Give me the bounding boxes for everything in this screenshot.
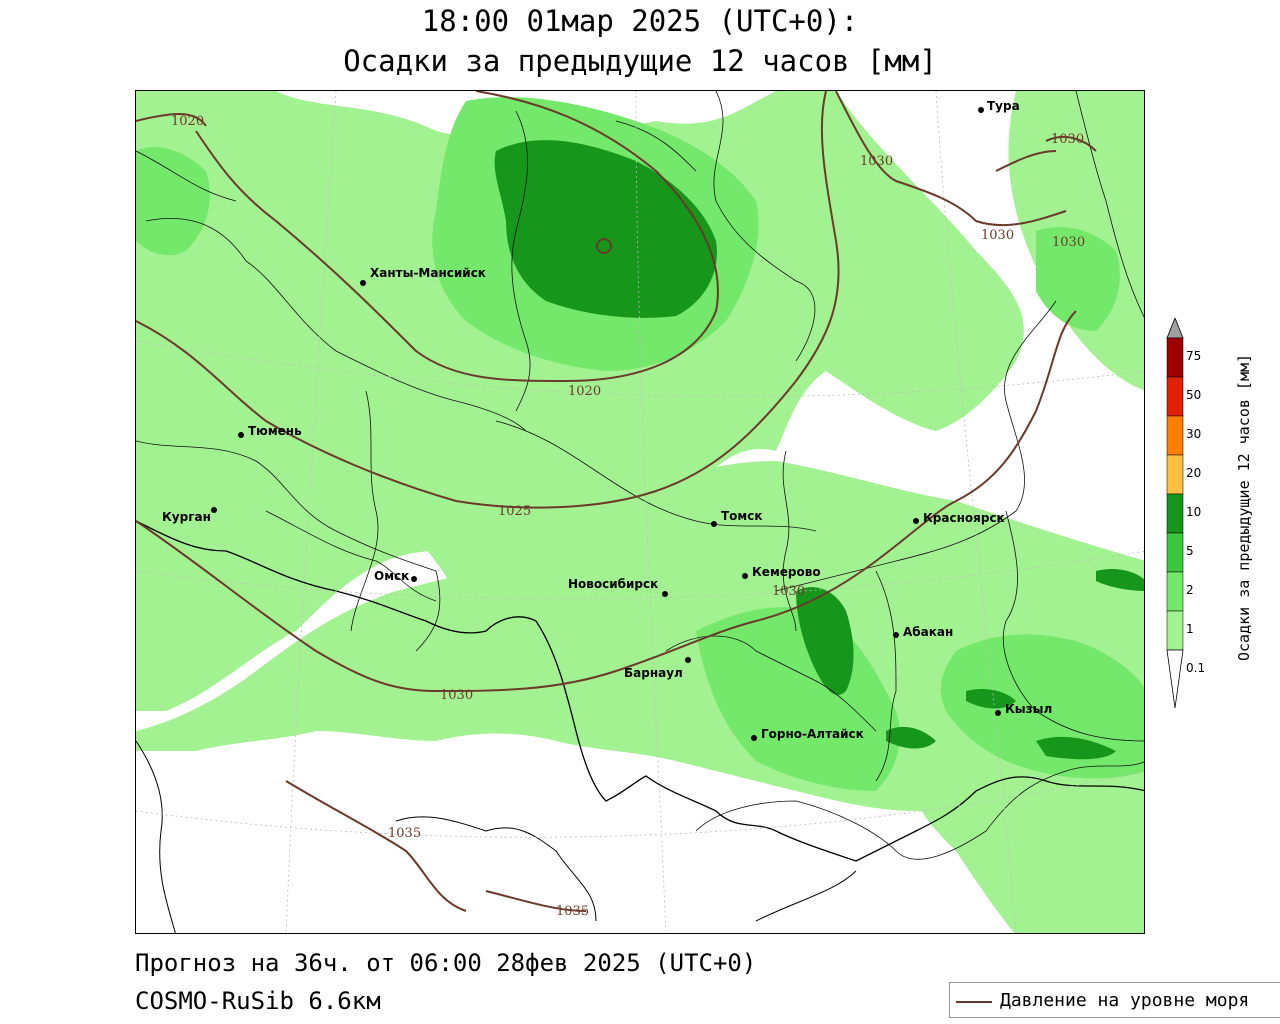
isobar-label: 1030	[860, 154, 893, 169]
colorbar-bin-2-5	[1166, 532, 1184, 573]
colorbar-bin-5-10	[1166, 493, 1184, 534]
city-kemerovo: Кемерово	[742, 565, 821, 579]
colorbar-level-20: 20	[1186, 466, 1202, 480]
isobar-closed-loop	[596, 238, 612, 254]
colorbar-bin-10-20	[1166, 454, 1184, 495]
city-label: Тура	[987, 99, 1020, 113]
colorbar-bin-20-30	[1166, 415, 1184, 456]
city-gorno-altaysk: Горно-Алтайск	[751, 727, 864, 741]
isobar-label: 1030	[981, 228, 1014, 243]
isobar-labels: 1020 1020 1025 1030 1030 1030 1030 1030 …	[171, 114, 1085, 919]
city-novosibirsk: Новосибирск	[568, 577, 668, 597]
city-tyumen: Тюмень	[238, 424, 302, 438]
precip-field-heavy	[494, 140, 1144, 760]
city-label: Тюмень	[248, 424, 302, 438]
colorbar-cap-top	[1166, 318, 1184, 339]
colorbar-bin-30-50	[1166, 376, 1184, 417]
isobar-label: 1035	[388, 826, 421, 841]
isobar-label: 1030	[440, 688, 473, 703]
city-label: Кемерово	[752, 565, 821, 579]
forecast-info: Прогноз на 36ч. от 06:00 28фев 2025 (UTC…	[135, 949, 757, 977]
city-label: Новосибирск	[568, 577, 658, 591]
region-boundaries	[136, 91, 1144, 860]
colorbar-cap-bottom	[1166, 649, 1184, 709]
isobar-lines	[136, 91, 1097, 912]
colorbar	[1166, 318, 1184, 709]
city-khanty-mansiysk: Ханты-Мансийск	[360, 266, 486, 286]
city-abakan: Абакан	[893, 625, 953, 639]
precipitation-map: 1020 1020 1025 1030 1030 1030 1030 1030 …	[135, 90, 1145, 934]
colorbar-level-50: 50	[1186, 388, 1202, 402]
colorbar-title: Осадки за предыдущие 12 часов [мм]	[1235, 353, 1253, 661]
city-kurgan: Курган	[162, 507, 217, 524]
colorbar-bin-1-2	[1166, 571, 1184, 612]
city-label: Курган	[162, 510, 211, 524]
colorbar-level-2: 2	[1186, 583, 1194, 597]
colorbar-level-30: 30	[1186, 427, 1202, 441]
city-label: Абакан	[903, 625, 953, 639]
map-title-variable: Осадки за предыдущие 12 часов [мм]	[343, 44, 937, 78]
isobar-label: 1020	[171, 114, 204, 129]
city-barnaul: Барнаул	[624, 657, 691, 680]
city-label: Горно-Алтайск	[761, 727, 864, 741]
city-omsk: Омск	[374, 569, 417, 583]
isobar-label: 1030	[1051, 132, 1084, 147]
city-tura: Тура	[978, 99, 1020, 113]
city-krasnoyarsk: Красноярск	[913, 511, 1005, 525]
isobar-label: 1020	[568, 384, 601, 399]
city-label: Барнаул	[624, 666, 683, 680]
isobar-legend-line	[956, 1001, 992, 1003]
colorbar-level-75: 75	[1186, 349, 1202, 363]
cities: Тура Ханты-Мансийск Тюмень Курган Омск Н…	[162, 99, 1052, 741]
isobar-legend-label: Давление на уровне моря	[1000, 990, 1250, 1011]
model-name: COSMO-RuSib 6.6км	[135, 987, 381, 1015]
isobar-label: 1035	[556, 904, 589, 919]
isobar-label: 1025	[498, 504, 531, 519]
coastline	[136, 740, 857, 933]
graticule	[136, 91, 1144, 933]
state-border	[136, 520, 1144, 862]
map-title-time: 18:00 01мар 2025 (UTC+0):	[421, 4, 859, 38]
colorbar-level-1: 1	[1186, 622, 1194, 636]
colorbar-level-5: 5	[1186, 544, 1194, 558]
city-label: Томск	[721, 509, 763, 523]
city-tomsk: Томск	[711, 509, 763, 527]
city-label: Ханты-Мансийск	[370, 266, 486, 280]
city-label: Омск	[374, 569, 409, 583]
colorbar-level-10: 10	[1186, 505, 1202, 519]
colorbar-bin-0.1-1	[1166, 610, 1184, 651]
city-label: Кызыл	[1005, 702, 1052, 716]
colorbar-level-0.1: 0.1	[1186, 661, 1206, 675]
isobar-label: 1030	[772, 584, 805, 599]
isobar-legend: Давление на уровне моря	[949, 982, 1280, 1018]
isobar-label: 1030	[1052, 235, 1085, 250]
city-kyzyl: Кызыл	[995, 702, 1052, 716]
colorbar-bin-50-75	[1166, 337, 1184, 378]
city-label: Красноярск	[923, 511, 1005, 525]
